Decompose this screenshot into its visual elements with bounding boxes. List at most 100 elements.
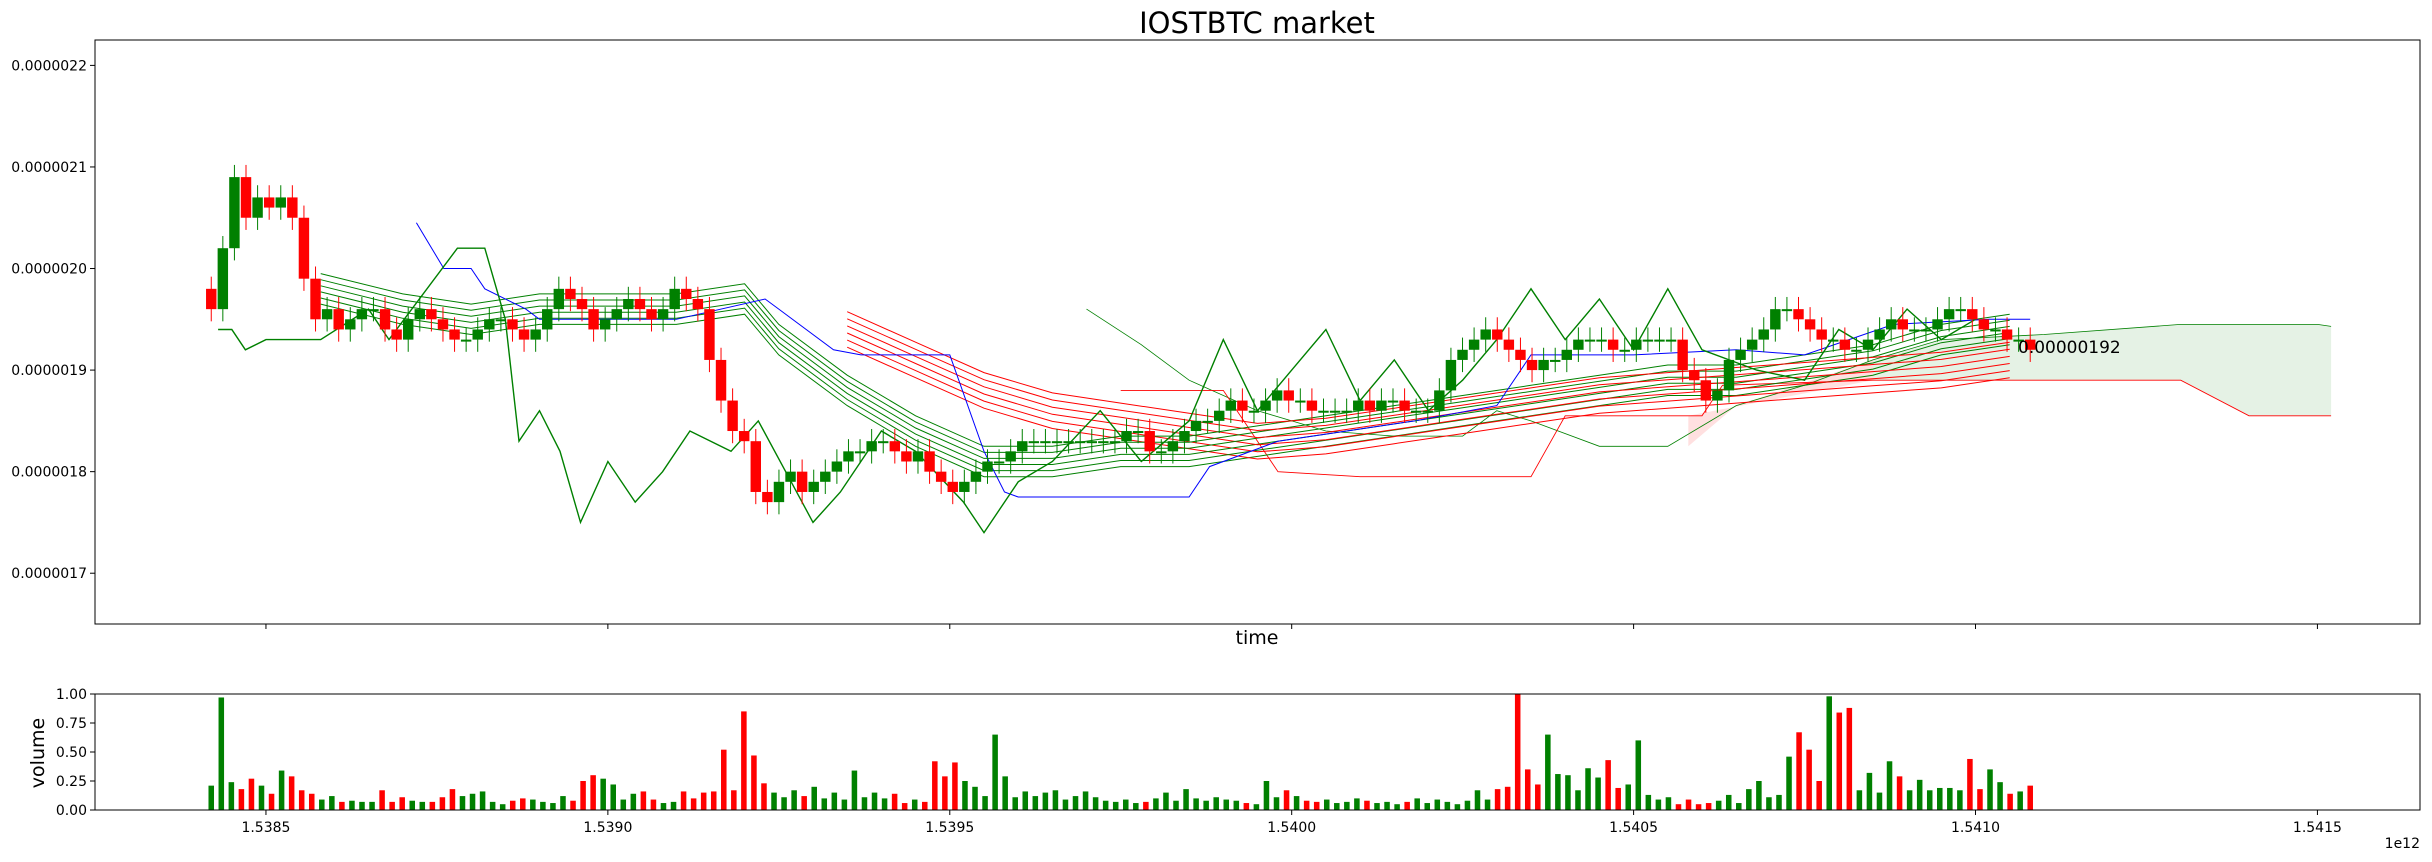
volume-bar [258, 785, 265, 810]
volume-bar [1062, 799, 1069, 810]
candle-body [820, 471, 831, 482]
volume-bar [831, 792, 838, 810]
candle-body [2013, 339, 2024, 342]
volume-bar [1484, 799, 1491, 810]
volume-bar [509, 800, 516, 810]
candle-body [1283, 390, 1294, 401]
volume-bar [751, 755, 757, 810]
candle-body [1955, 309, 1966, 312]
candle-body [1503, 339, 1515, 350]
candle-body [402, 319, 414, 340]
candle-body [2001, 329, 2013, 340]
volume-bar [439, 797, 446, 810]
volume-plot [208, 694, 2033, 810]
volume-bar [1102, 800, 1109, 810]
volume-bar [1997, 782, 2003, 810]
candle-body [901, 451, 912, 462]
volume-bar [1625, 784, 1632, 810]
candle-body [333, 309, 344, 330]
volume-bar [1926, 790, 1933, 810]
volume-bar [1715, 800, 1722, 810]
candle-body [1387, 400, 1399, 403]
candle-body [391, 329, 402, 340]
candle-body [1005, 451, 1016, 462]
volume-bar [288, 776, 295, 810]
volume-bar [1555, 774, 1561, 810]
volume-bar [419, 801, 426, 810]
volume-bar [932, 761, 938, 810]
price-y-tick-label: 0.0000018 [11, 465, 87, 481]
price-y-tick-label: 0.0000022 [11, 58, 87, 74]
candle-body [1712, 390, 1723, 401]
volume-bar [1635, 740, 1642, 810]
volume-bar [1977, 789, 1983, 810]
x-offset-label: 1e12 [2385, 836, 2420, 852]
volume-bar [791, 790, 797, 810]
volume-bar [1876, 792, 1883, 810]
candle-body [1874, 329, 1885, 340]
volume-bar [1615, 787, 1621, 810]
volume-bar [1112, 801, 1119, 810]
volume-bar [1334, 803, 1340, 810]
candle-body [982, 461, 993, 472]
candle-body [692, 298, 704, 310]
volume-bar [1545, 734, 1551, 810]
candle-body [345, 319, 356, 330]
volume-y-tick-label: 0.50 [56, 745, 87, 761]
volume-bar [1002, 776, 1008, 810]
volume-bar [1213, 797, 1219, 810]
candle-body [843, 451, 854, 462]
candle-body [507, 319, 518, 330]
volume-bar [319, 799, 325, 810]
volume-bar [881, 798, 888, 810]
candle-body [1561, 349, 1573, 360]
volume-bar [1967, 758, 1973, 810]
volume-bar [871, 792, 878, 810]
candle-body [1631, 339, 1642, 350]
volume-bar [459, 796, 466, 810]
candle-body [1341, 410, 1352, 413]
candle-body [1329, 410, 1341, 413]
volume-bar [1474, 790, 1481, 810]
volume-bar [731, 790, 737, 810]
volume-bar [1494, 789, 1501, 810]
candle-body [379, 309, 391, 330]
candle-body [611, 309, 622, 320]
candle-body [217, 248, 229, 310]
volume-bar [278, 770, 285, 810]
volume-bar [238, 789, 245, 810]
volume-bar [1293, 796, 1300, 810]
candle-body [773, 481, 785, 503]
volume-bar [329, 796, 335, 810]
volume-bar [640, 791, 647, 810]
candle-body [831, 461, 843, 472]
candle-body [1410, 410, 1422, 413]
candle-body [565, 288, 576, 299]
candle-body [495, 319, 507, 322]
volume-bar [771, 792, 777, 810]
volume-bar [1273, 797, 1280, 810]
volume-bar [1836, 712, 1843, 810]
volume-bar [479, 791, 486, 810]
price-y-axis: 0.0000017 0.0000018 0.0000019 0.0000020 0.00… [11, 58, 95, 582]
volume-bar [710, 791, 717, 810]
volume-bar [1072, 796, 1079, 810]
cloud-bull-area [1872, 324, 2332, 416]
volume-bar [1344, 801, 1350, 810]
candle-body [1248, 410, 1260, 413]
volume-bar [409, 800, 416, 810]
volume-y-tick-label: 0.75 [56, 716, 87, 732]
volume-bar [1143, 801, 1149, 810]
candle-body [924, 451, 935, 472]
candle-body [1156, 451, 1167, 454]
candle-body [1839, 339, 1851, 350]
candle-body [1758, 329, 1769, 340]
volume-bar [1535, 784, 1541, 810]
volume-bar [1414, 798, 1420, 810]
volume-bar [1866, 772, 1873, 810]
volume-bar [1404, 801, 1410, 810]
volume-bar [650, 799, 657, 810]
chart-title: IOSTBTC market [1139, 6, 1375, 40]
candle-body [1735, 349, 1746, 360]
